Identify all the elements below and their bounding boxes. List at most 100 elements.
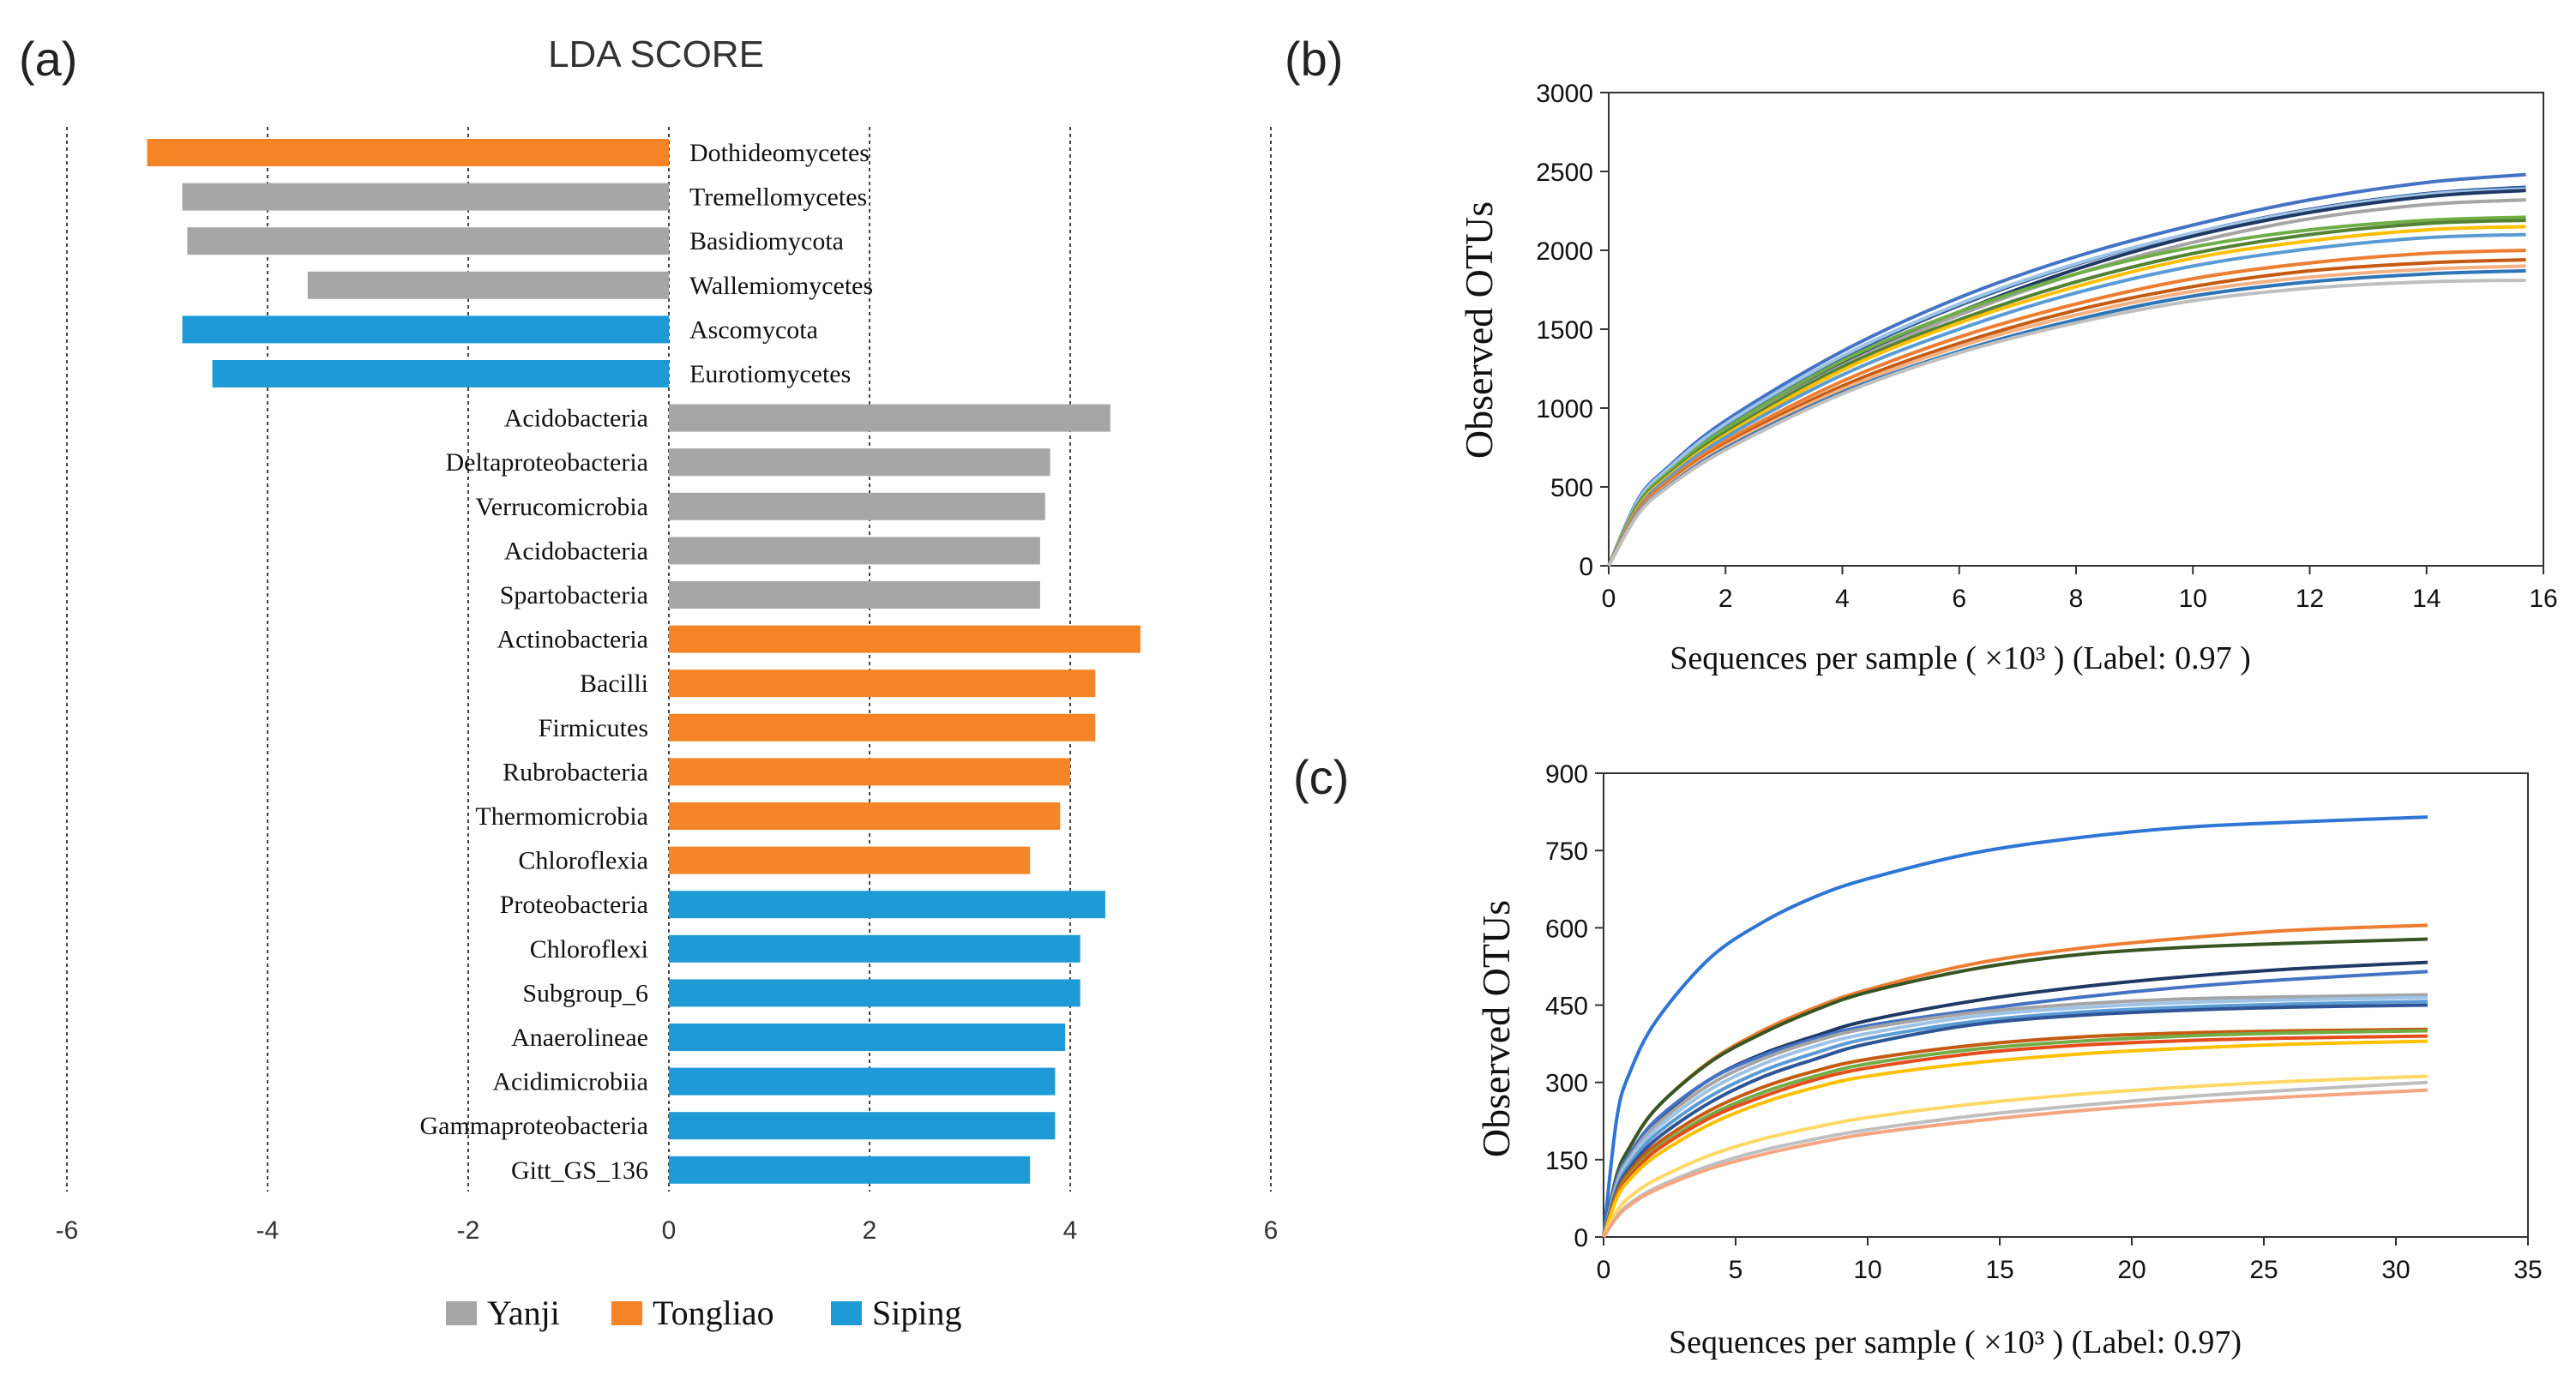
lda-bar [669, 669, 1096, 698]
lda-bar [669, 891, 1105, 919]
lda-bar-label: Spartobacteria [500, 581, 648, 609]
y-tick-label: 900 [1545, 760, 1588, 789]
lda-x-tick-label: 0 [662, 1216, 677, 1245]
y-tick-label: 1000 [1536, 395, 1593, 423]
lda-bar-label: Chloroflexia [518, 847, 648, 875]
lda-bar-label: Subgroup_6 [522, 979, 648, 1007]
panel-c-xlabel: Sequences per sample ( ×10³ ) (Label: 0.… [1669, 1324, 2242, 1360]
series-line [1602, 937, 2429, 1238]
series-line [1607, 215, 2526, 567]
lda-bar-label: Chloroflexi [530, 935, 648, 964]
y-tick-label: 1500 [1536, 316, 1593, 345]
lda-bar-label: Gitt_GS_136 [511, 1156, 648, 1185]
x-tick-label: 5 [1729, 1256, 1743, 1284]
lda-bar [669, 1112, 1056, 1140]
series-line [1602, 1029, 2428, 1238]
legend-label: Siping [872, 1294, 961, 1332]
legend-swatch [611, 1301, 642, 1325]
lda-title: LDA SCORE [548, 33, 764, 75]
lda-bar-label: Rubrobacteria [503, 758, 648, 786]
x-tick-label: 14 [2412, 585, 2441, 613]
lda-x-tick-label: -2 [457, 1216, 480, 1245]
x-tick-label: 10 [1853, 1256, 1881, 1284]
lda-x-tick-label: -4 [256, 1216, 280, 1245]
x-tick-label: 8 [2069, 585, 2084, 613]
lda-legend: Yanji Tongliao Siping [446, 1294, 961, 1332]
legend-swatch [446, 1301, 477, 1325]
lda-bar [669, 934, 1080, 963]
x-tick-label: 30 [2381, 1256, 2410, 1284]
x-tick-label: 35 [2513, 1256, 2542, 1284]
panel-b-xlabel: Sequences per sample ( ×10³ ) (Label: 0.… [1670, 640, 2251, 676]
lda-bar-label: Actinobacteria [497, 626, 648, 654]
lda-bars [147, 139, 1141, 1184]
lda-gridlines [66, 127, 1272, 1192]
legend-label: Yanji [487, 1294, 560, 1332]
lda-bar-label: Gammaproteobacteria [419, 1112, 648, 1140]
lda-bar-label: Acidobacteria [504, 405, 648, 433]
x-tick-label: 25 [2249, 1256, 2278, 1284]
lda-bar-label: Wallemiomycetes [689, 272, 873, 300]
x-tick-label: 0 [1597, 1256, 1611, 1284]
y-tick-label: 500 [1550, 474, 1593, 502]
series-line [1607, 249, 2526, 567]
x-tick-label: 6 [1952, 585, 1966, 613]
lda-bar [669, 802, 1061, 830]
lda-x-tick-label: 4 [1063, 1216, 1078, 1245]
y-tick-label: 600 [1545, 915, 1588, 943]
series-line [1602, 1027, 2428, 1238]
panel-c-plot-area: 0 5 10 15 20 25 30 35 0 150 300 450 600 750 900 [1545, 760, 2543, 1284]
panel-b-label: (b) [1285, 32, 1343, 86]
series-line [1602, 995, 2428, 1238]
y-tick-label: 150 [1545, 1147, 1588, 1175]
lda-bar [187, 227, 669, 255]
lda-bar [182, 183, 670, 211]
y-tick-label: 750 [1545, 838, 1588, 866]
series-line [1602, 1039, 2429, 1238]
lda-x-tick-label: 6 [1264, 1216, 1279, 1245]
lda-bar [669, 846, 1031, 874]
lda-bar [669, 713, 1096, 742]
y-tick-label: 2500 [1536, 159, 1593, 187]
series-line [1602, 1074, 2429, 1238]
lda-bar [669, 404, 1110, 432]
y-tick-label: 3000 [1536, 80, 1593, 108]
series-line [1607, 189, 2526, 567]
lda-x-tick-label: 2 [863, 1216, 877, 1245]
panel-b-rarefaction-chart: (b) 0 2 4 6 8 10 12 14 16 0 500 1000 1500 2000 2500 300… [1285, 32, 2558, 676]
lda-bar-label: Verrucomicrobia [475, 493, 648, 521]
panel-b-ylabel: Observed OTUs [1457, 201, 1501, 459]
lda-bar [669, 492, 1045, 520]
y-tick-label: 450 [1545, 993, 1588, 1021]
lda-bar-labels: Dothideomycetes Tremellomycetes Basidiomyc… [419, 139, 873, 1185]
series-line [1602, 993, 2428, 1238]
series-line [1602, 1000, 2428, 1238]
series-line [1602, 1034, 2428, 1238]
lda-bar [182, 315, 670, 344]
panel-c-label: (c) [1293, 750, 1349, 804]
series-line [1607, 185, 2526, 567]
panel-c-ylabel: Observed OTUs [1474, 900, 1518, 1157]
x-tick-label: 0 [1602, 585, 1616, 613]
series-line [1607, 278, 2526, 567]
x-tick-label: 20 [2117, 1256, 2146, 1284]
lda-bar-label: Firmicutes [539, 714, 648, 742]
series-line [1602, 970, 2429, 1238]
lda-bar [669, 1156, 1031, 1184]
x-tick-label: 4 [1835, 585, 1850, 613]
lda-bar-label: Ascomycota [689, 315, 818, 344]
x-tick-label: 16 [2529, 585, 2557, 613]
lda-x-ticks: -6 -4 -2 0 2 4 6 [56, 1216, 1279, 1245]
lda-bar [669, 1067, 1056, 1096]
lda-bar-label: Proteobacteria [500, 891, 648, 919]
lda-bar-label: Thermomicrobia [475, 802, 648, 831]
lda-bar-label: Deltaproteobacteria [445, 448, 648, 477]
lda-bar [669, 1024, 1066, 1051]
lda-bar [669, 979, 1080, 1007]
lda-bar [669, 537, 1040, 565]
y-tick-label: 300 [1545, 1070, 1588, 1098]
lda-bar [669, 758, 1070, 786]
panel-a-lda-chart: (a) LDA SCORE Dothideomycetes Tremellomyc… [19, 32, 1278, 1332]
lda-bar [147, 139, 670, 166]
